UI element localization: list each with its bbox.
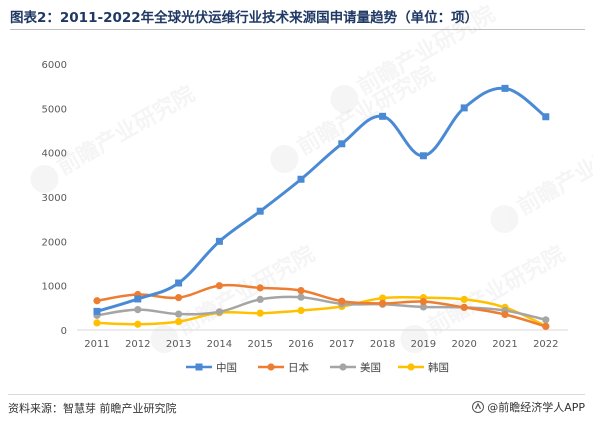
data-point [93, 307, 101, 315]
y-tick-labels: 0 1000 2000 3000 4000 5000 6000 [42, 60, 67, 337]
brand-credit: @前瞻经济学人APP [472, 399, 585, 415]
data-point [93, 297, 101, 305]
x-tick-label: 2021 [492, 339, 517, 350]
data-point [256, 295, 264, 304]
data-point [419, 152, 427, 160]
legend-item: 中国 [186, 361, 237, 374]
data-point [297, 175, 305, 183]
data-point [338, 140, 346, 148]
y-tick-label: 3000 [42, 193, 67, 204]
x-tick-label: 2020 [451, 339, 476, 350]
chart-legend: 中国 日本 美国 韩国 [186, 361, 449, 374]
watermark-logo-icon [490, 205, 519, 233]
data-point [542, 316, 550, 324]
legend-marker [195, 363, 203, 371]
y-tick-label: 4000 [42, 149, 67, 160]
footer-divider [8, 394, 585, 395]
series-line [95, 295, 548, 328]
data-point [134, 306, 142, 314]
legend-marker [339, 363, 347, 371]
data-point [256, 284, 264, 292]
x-tick-label: 2017 [329, 339, 354, 350]
data-point [134, 295, 142, 303]
legend-item: 日本 [258, 361, 309, 374]
legend-label: 美国 [360, 361, 381, 374]
series-1 [93, 84, 550, 315]
data-point [542, 113, 550, 121]
data-point [215, 308, 223, 316]
x-tick-label: 2013 [166, 339, 191, 350]
legend-marker [407, 363, 415, 371]
title-divider [10, 29, 585, 30]
brand-logo-icon [472, 401, 485, 413]
data-point [542, 322, 550, 331]
source-note: 资料来源：智慧芽 前瞻产业研究院 [8, 402, 177, 415]
chart-title: 图表2：2011-2022年全球光伏运维行业技术来源国申请量趋势（单位：项） [10, 10, 479, 26]
plot-area [93, 84, 550, 331]
watermark-logo-icon [270, 145, 299, 173]
watermark-logo-icon [330, 85, 359, 113]
data-point [297, 286, 305, 295]
legend-label: 日本 [288, 361, 309, 374]
data-point [175, 294, 183, 302]
data-point [215, 237, 223, 245]
data-point [379, 294, 387, 302]
x-tick-label: 2022 [533, 339, 558, 350]
data-point [379, 112, 387, 120]
data-point [338, 297, 346, 305]
x-tick-label: 2012 [125, 339, 150, 350]
watermark: 前瞻产业研究院 [490, 121, 593, 233]
x-tick-label: 2011 [84, 339, 109, 350]
x-tick-label: 2014 [207, 339, 232, 350]
x-tick-labels: 2011 2012 2013 2014 2015 2016 2017 2018 2019 2020… [84, 339, 558, 350]
data-point [175, 279, 183, 287]
x-tick-label: 2018 [370, 339, 395, 350]
watermark-text: 前瞻产业研究院 [513, 121, 593, 221]
y-tick-label: 6000 [42, 60, 67, 71]
data-point [297, 306, 305, 315]
data-point [501, 84, 509, 92]
watermark-text: 前瞻产业研究院 [53, 81, 199, 181]
data-point [256, 207, 264, 215]
data-point [419, 298, 427, 306]
y-tick-label: 1000 [42, 282, 67, 293]
data-point [256, 309, 264, 317]
legend-marker [267, 363, 275, 371]
data-point [297, 293, 305, 301]
data-point [419, 303, 427, 311]
data-point [460, 104, 468, 112]
data-point [501, 310, 509, 319]
data-point [460, 303, 468, 311]
data-point [93, 319, 101, 327]
brand-text: @前瞻经济学人APP [487, 401, 585, 414]
data-point [134, 320, 142, 328]
watermark: 前瞻产业研究院 [30, 81, 199, 193]
y-tick-label: 2000 [42, 237, 67, 248]
data-point [460, 295, 468, 304]
y-tick-label: 0 [61, 326, 67, 337]
watermark-logo-icon [30, 165, 59, 193]
series-2 [93, 282, 550, 331]
data-point [175, 310, 183, 318]
watermark-logo-icon [400, 325, 429, 353]
x-tick-label: 2019 [411, 339, 436, 350]
watermark-logo-icon [150, 325, 179, 353]
legend-label: 韩国 [428, 361, 449, 374]
legend-label: 中国 [216, 361, 237, 374]
data-point [215, 282, 223, 290]
x-tick-label: 2015 [247, 339, 272, 350]
legend-item: 美国 [330, 361, 381, 374]
y-tick-label: 5000 [42, 104, 67, 115]
data-point [175, 317, 183, 326]
legend-item: 韩国 [398, 361, 449, 374]
data-point [379, 299, 387, 307]
x-tick-label: 2016 [288, 339, 313, 350]
